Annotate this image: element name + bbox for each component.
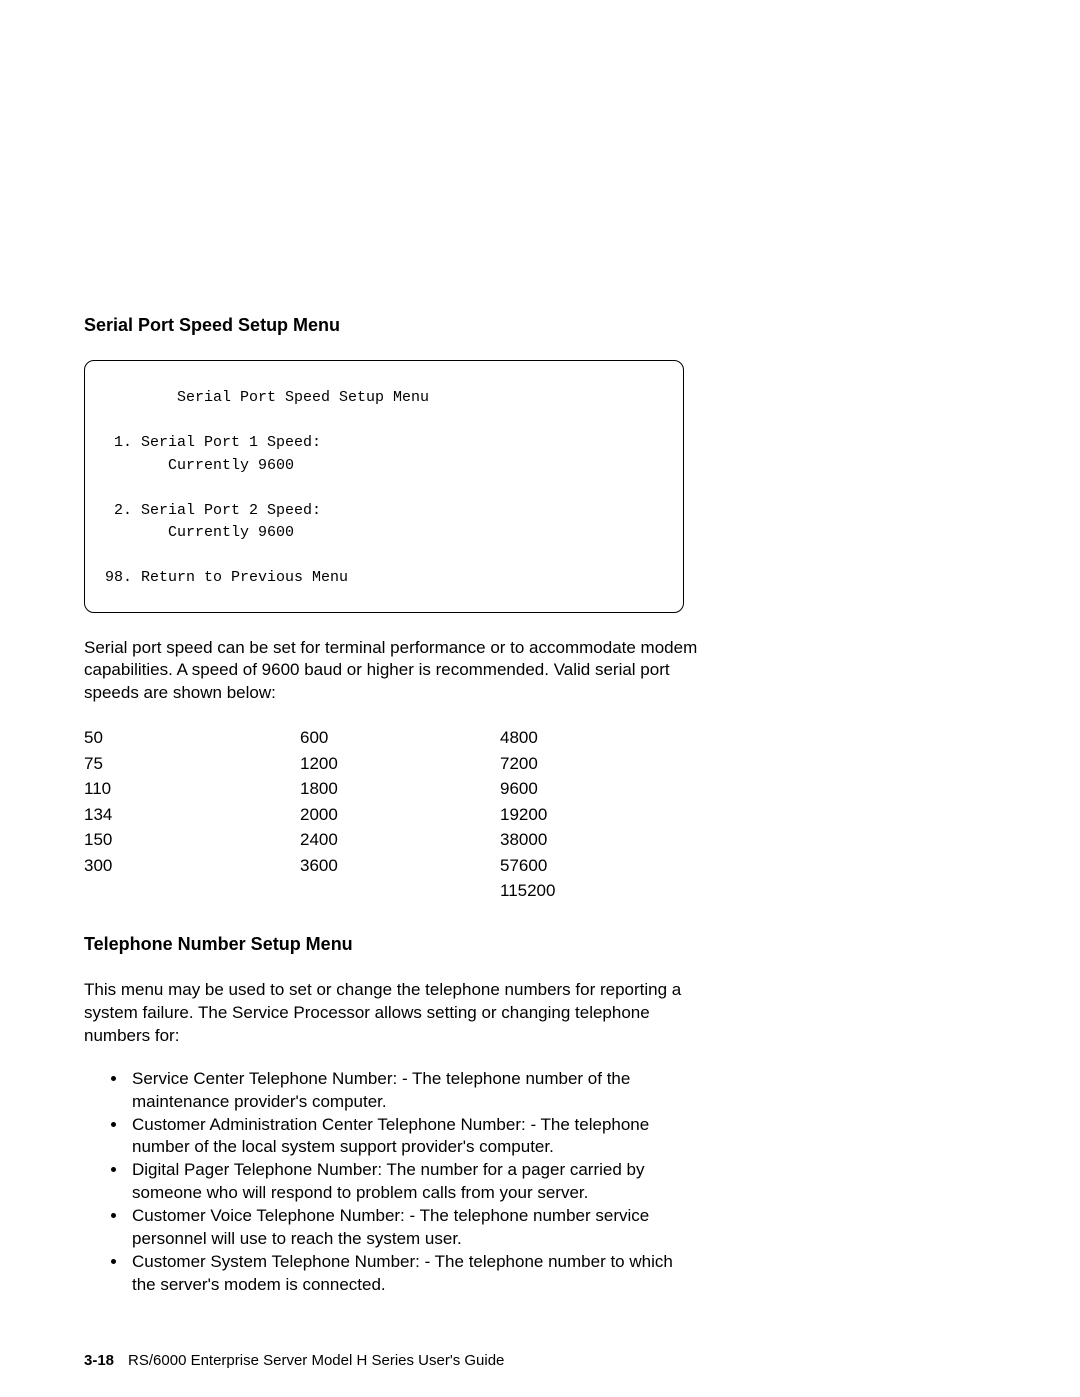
serial-port-menu-text: Serial Port Speed Setup Menu 1. Serial P… [105,387,663,590]
section1-paragraph: Serial port speed can be set for termina… [84,637,699,706]
doc-title: RS/6000 Enterprise Server Model H Series… [128,1352,504,1369]
speed-col-3: 4800 7200 9600 19200 38000 57600 115200 [500,725,620,904]
speed-value: 75 [84,751,300,777]
speed-value: 50 [84,725,300,751]
speed-col-1: 50 75 110 134 150 300 [84,725,300,904]
list-item: Service Center Telephone Number: - The t… [128,1068,699,1114]
speed-col-2: 600 1200 1800 2000 2400 3600 [300,725,500,904]
content-area: Serial Port Speed Setup Menu Serial Port… [84,315,699,1297]
list-item: Customer Administration Center Telephone… [128,1114,699,1160]
speed-value: 2000 [300,802,500,828]
serial-port-menu-box: Serial Port Speed Setup Menu 1. Serial P… [84,360,684,613]
speed-value: 9600 [500,776,620,802]
page: Serial Port Speed Setup Menu Serial Port… [0,0,1080,1397]
speed-value: 57600 [500,853,620,879]
list-item: Digital Pager Telephone Number: The numb… [128,1159,699,1205]
speed-value: 1800 [300,776,500,802]
speed-value: 300 [84,853,300,879]
list-item: Customer Voice Telephone Number: - The t… [128,1205,699,1251]
section2-paragraph: This menu may be used to set or change t… [84,979,699,1048]
page-footer: 3-18 RS/6000 Enterprise Server Model H Se… [84,1352,504,1369]
speed-value: 150 [84,827,300,853]
speed-value: 7200 [500,751,620,777]
speed-table: 50 75 110 134 150 300 600 1200 1800 2000… [84,725,699,904]
bullet-list: Service Center Telephone Number: - The t… [84,1068,699,1297]
section1-title: Serial Port Speed Setup Menu [84,315,699,336]
section2-title: Telephone Number Setup Menu [84,934,699,955]
speed-value: 115200 [500,878,620,904]
speed-value: 134 [84,802,300,828]
speed-value: 4800 [500,725,620,751]
speed-value: 38000 [500,827,620,853]
speed-value: 2400 [300,827,500,853]
list-item: Customer System Telephone Number: - The … [128,1251,699,1297]
speed-value: 110 [84,776,300,802]
page-number: 3-18 [84,1352,114,1369]
speed-value: 19200 [500,802,620,828]
speed-value: 600 [300,725,500,751]
speed-value: 1200 [300,751,500,777]
speed-value: 3600 [300,853,500,879]
